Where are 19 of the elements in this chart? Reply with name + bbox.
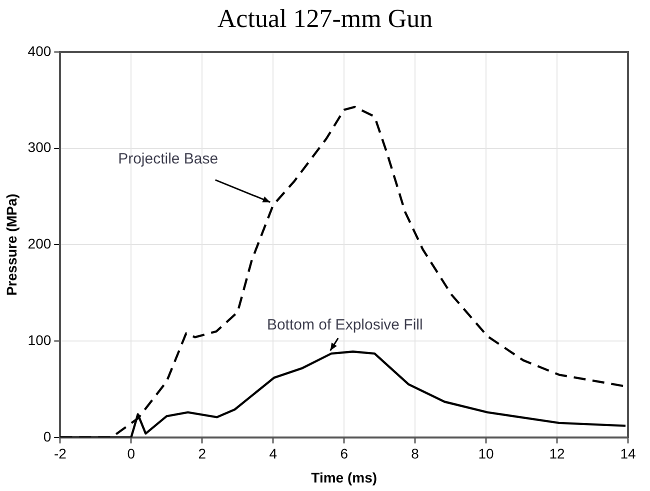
x-tick-label: 14 [620, 446, 636, 462]
chart-title: Actual 127-mm Gun [216, 3, 434, 35]
x-tick-label: 0 [127, 446, 136, 462]
annotation: Projectile Base [118, 150, 218, 168]
x-tick-label: 4 [269, 446, 278, 462]
y-tick-label: 300 [28, 139, 52, 156]
annotation: Bottom of Explosive Fill [266, 316, 423, 334]
y-tick-label: 400 [28, 42, 52, 59]
x-axis-title: Time (ms) [311, 469, 378, 486]
x-tick-label: 8 [411, 446, 420, 462]
y-tick-label: 0 [43, 428, 52, 444]
x-tick-label: -2 [54, 446, 67, 462]
x-tick-label: 2 [198, 446, 206, 462]
y-axis-title: Pressure (MPa) [3, 194, 20, 296]
y-tick-label: 200 [28, 236, 52, 252]
y-tick-label: 100 [28, 332, 52, 348]
x-tick-label: 12 [549, 446, 566, 462]
x-tick-label: 10 [478, 446, 494, 462]
x-tick-label: 6 [340, 446, 348, 462]
